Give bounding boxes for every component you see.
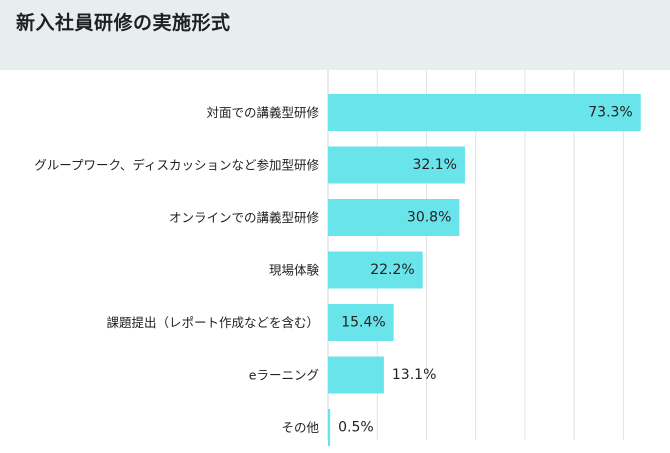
value-label-5: 15.4% (341, 315, 385, 331)
bar-chart: 対面での講義型研修グループワーク、ディスカッションなど参加型研修オンラインでの講… (34, 70, 641, 446)
category-label-2: グループワーク、ディスカッションなど参加型研修 (34, 158, 319, 173)
value-label-3: 30.8% (407, 210, 451, 226)
category-label-5: 課題提出（レポート作成などを含む） (106, 315, 319, 330)
category-label-4: 現場体験 (269, 263, 320, 278)
bar-7 (328, 409, 331, 446)
chart-header: 新入社員研修の実施形式 (0, 0, 670, 70)
value-label-6: 13.1% (392, 367, 436, 383)
value-label-4: 22.2% (370, 262, 414, 278)
category-label-1: 対面での講義型研修 (206, 105, 319, 120)
bar-2 (328, 146, 465, 184)
value-label-1: 73.3% (588, 105, 632, 121)
category-label-6: eラーニング (249, 368, 319, 383)
bar-1 (328, 94, 641, 131)
value-label-2: 32.1% (412, 157, 456, 173)
bar-6 (328, 356, 384, 394)
bar-5 (328, 304, 394, 341)
category-label-3: オンラインでの講義型研修 (169, 210, 320, 225)
bar-3 (328, 199, 460, 236)
category-label-7: その他 (281, 420, 319, 435)
value-label-7: 0.5% (338, 420, 374, 436)
chart-area: 対面での講義型研修グループワーク、ディスカッションなど参加型研修オンラインでの講… (0, 70, 670, 449)
bar-4 (328, 251, 423, 289)
chart-title: 新入社員研修の実施形式 (16, 12, 231, 34)
